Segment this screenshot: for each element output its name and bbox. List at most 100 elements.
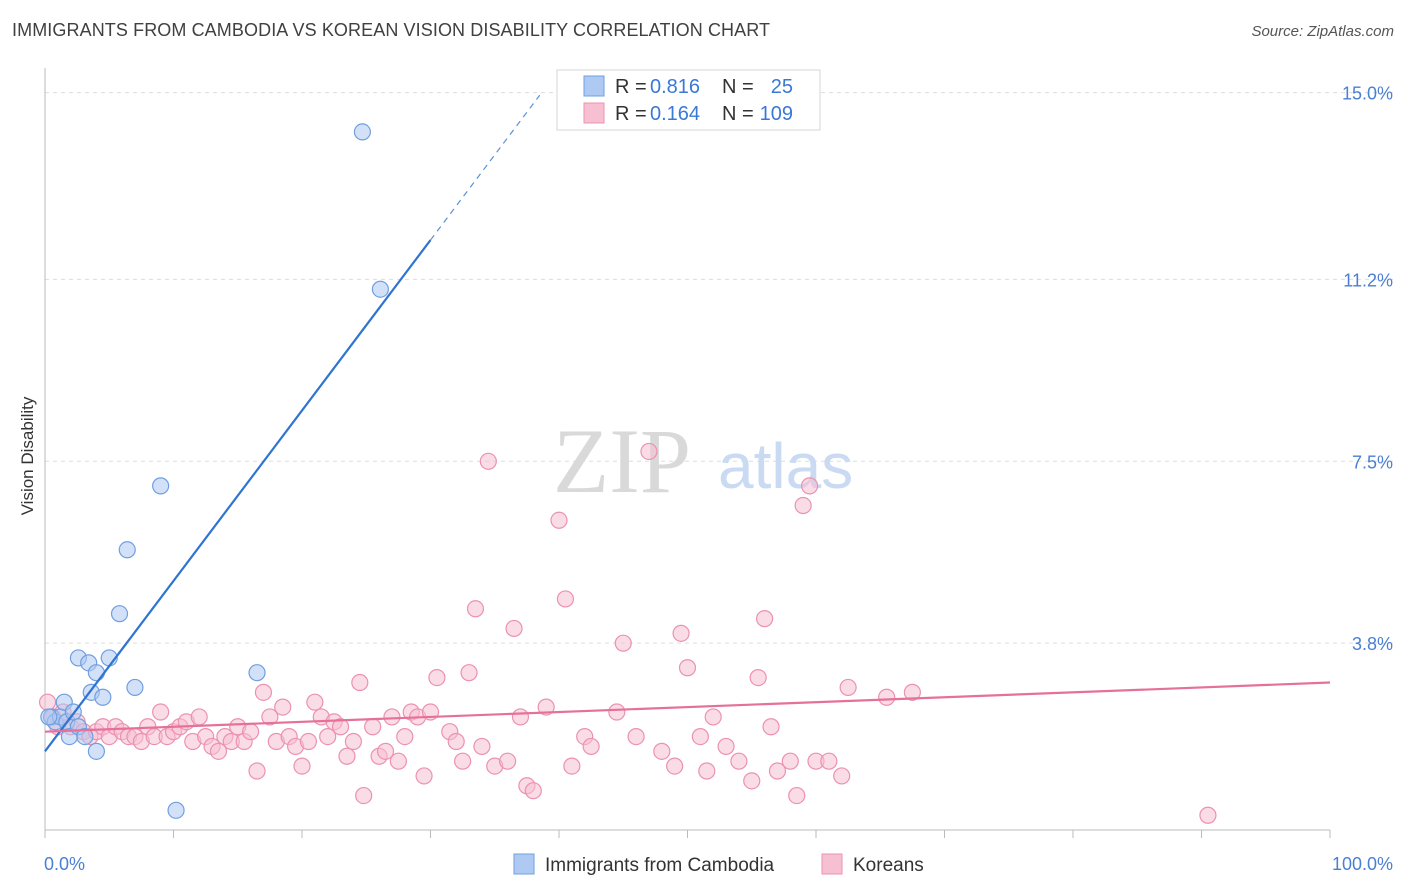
korean-point: [563, 757, 581, 775]
cambodia-point: [126, 678, 144, 697]
cambodia-point: [118, 541, 136, 559]
korean-point: [499, 752, 517, 770]
watermark-atlas: atlas: [718, 430, 853, 502]
cambodia-trend-line: [44, 239, 432, 753]
korean-point: [550, 511, 568, 529]
korean-point: [839, 678, 857, 697]
korean-point: [338, 747, 356, 765]
korean-point: [355, 786, 373, 805]
cambodia-point: [87, 664, 106, 682]
korean-point: [672, 624, 690, 642]
chart-title: IMMIGRANTS FROM CAMBODIA VS KOREAN VISIO…: [12, 20, 771, 40]
cambodia-point: [87, 742, 106, 760]
x-tick-label-min: 0.0%: [44, 854, 85, 874]
watermark-zip: ZIP: [553, 410, 691, 512]
korean-point: [614, 634, 632, 652]
korean-point: [38, 693, 57, 711]
korean-point: [293, 757, 311, 775]
korean-point: [415, 767, 433, 785]
trend-lines: [44, 94, 1331, 753]
korean-point: [878, 688, 896, 706]
koreans-trend-line: [44, 681, 1331, 733]
korean-point: [524, 782, 542, 800]
korean-point: [396, 727, 414, 746]
y-tick-label: 11.2%: [1343, 270, 1393, 290]
cambodia-point: [94, 688, 112, 706]
correlation-legend: R = 0.816 N = 25 R = 0.164 N = 109: [556, 69, 821, 131]
korean-point: [248, 762, 266, 780]
korean-point: [466, 600, 485, 618]
cambodia-trend-extension: [430, 94, 541, 241]
korean-point: [505, 619, 523, 638]
legend-r-value-koreans: 0.164: [650, 103, 700, 125]
korean-point: [794, 496, 812, 515]
korean-point: [768, 762, 787, 780]
grid-lines: [45, 92, 1393, 644]
cambodia-point: [110, 605, 129, 623]
korean-point: [833, 767, 851, 785]
cambodia-point: [167, 801, 185, 819]
korean-point: [781, 752, 799, 770]
korean-point: [511, 708, 530, 726]
korean-point: [190, 708, 208, 726]
korean-point: [653, 742, 671, 760]
x-tick-label-max: 100.0%: [1332, 854, 1393, 874]
bottom-legend-swatch-cambodia: [513, 853, 535, 875]
legend-n-label: N =: [722, 103, 754, 125]
korean-point: [678, 659, 697, 677]
y-axis-title: Vision Disability: [18, 396, 37, 515]
watermark: ZIP atlas: [553, 410, 853, 512]
korean-point: [454, 752, 472, 770]
bottom-legend-label-cambodia: Immigrants from Cambodia: [545, 855, 775, 876]
korean-point: [698, 762, 716, 780]
korean-point: [242, 723, 260, 741]
korean-point: [261, 708, 279, 726]
korean-point: [376, 742, 395, 760]
korean-point: [730, 752, 748, 770]
korean-point: [788, 786, 806, 805]
korean-point: [1199, 806, 1217, 824]
korean-point: [704, 708, 722, 726]
bottom-legend-label-koreans: Koreans: [853, 855, 924, 876]
legend-n-value-koreans: 109: [760, 103, 793, 125]
series-legend: Immigrants from Cambodia Koreans: [513, 853, 924, 876]
korean-point: [299, 732, 318, 751]
bottom-legend-swatch-koreans: [821, 853, 843, 875]
korean-point: [460, 664, 478, 682]
cambodia-point: [76, 727, 94, 746]
y-tick-label: 15.0%: [1342, 84, 1393, 104]
korean-point: [666, 757, 684, 775]
cambodia-point: [353, 123, 371, 141]
y-tick-labels: 3.8% 7.5% 11.2% 15.0%: [1342, 84, 1393, 655]
korean-point: [331, 718, 350, 736]
korean-point: [608, 703, 626, 721]
korean-point: [447, 732, 465, 751]
korean-point: [254, 683, 273, 701]
korean-point: [473, 737, 491, 756]
cambodia-point: [152, 477, 170, 495]
korean-point: [319, 727, 337, 746]
korean-point: [820, 752, 838, 770]
korean-point: [209, 742, 228, 760]
korean-point: [556, 590, 575, 608]
cambodia-point: [40, 708, 58, 726]
legend-swatch-koreans: [583, 102, 605, 124]
korean-point: [755, 610, 774, 628]
korean-point: [364, 718, 382, 736]
legend-r-value-cambodia: 0.816: [650, 76, 700, 98]
korean-point: [749, 668, 767, 687]
korean-point: [389, 752, 407, 770]
korean-point: [351, 673, 369, 692]
source-label: Source: ZipAtlas.com: [1251, 23, 1394, 40]
korean-point: [691, 727, 709, 746]
y-tick-label: 7.5%: [1352, 452, 1393, 472]
legend-r-label: R =: [615, 103, 647, 125]
korean-point: [306, 693, 324, 711]
korean-point: [537, 698, 555, 716]
korean-point: [383, 708, 401, 726]
korean-point: [428, 668, 446, 687]
korean-point: [640, 442, 658, 461]
y-tick-label: 3.8%: [1352, 634, 1393, 654]
korean-point: [717, 737, 735, 756]
